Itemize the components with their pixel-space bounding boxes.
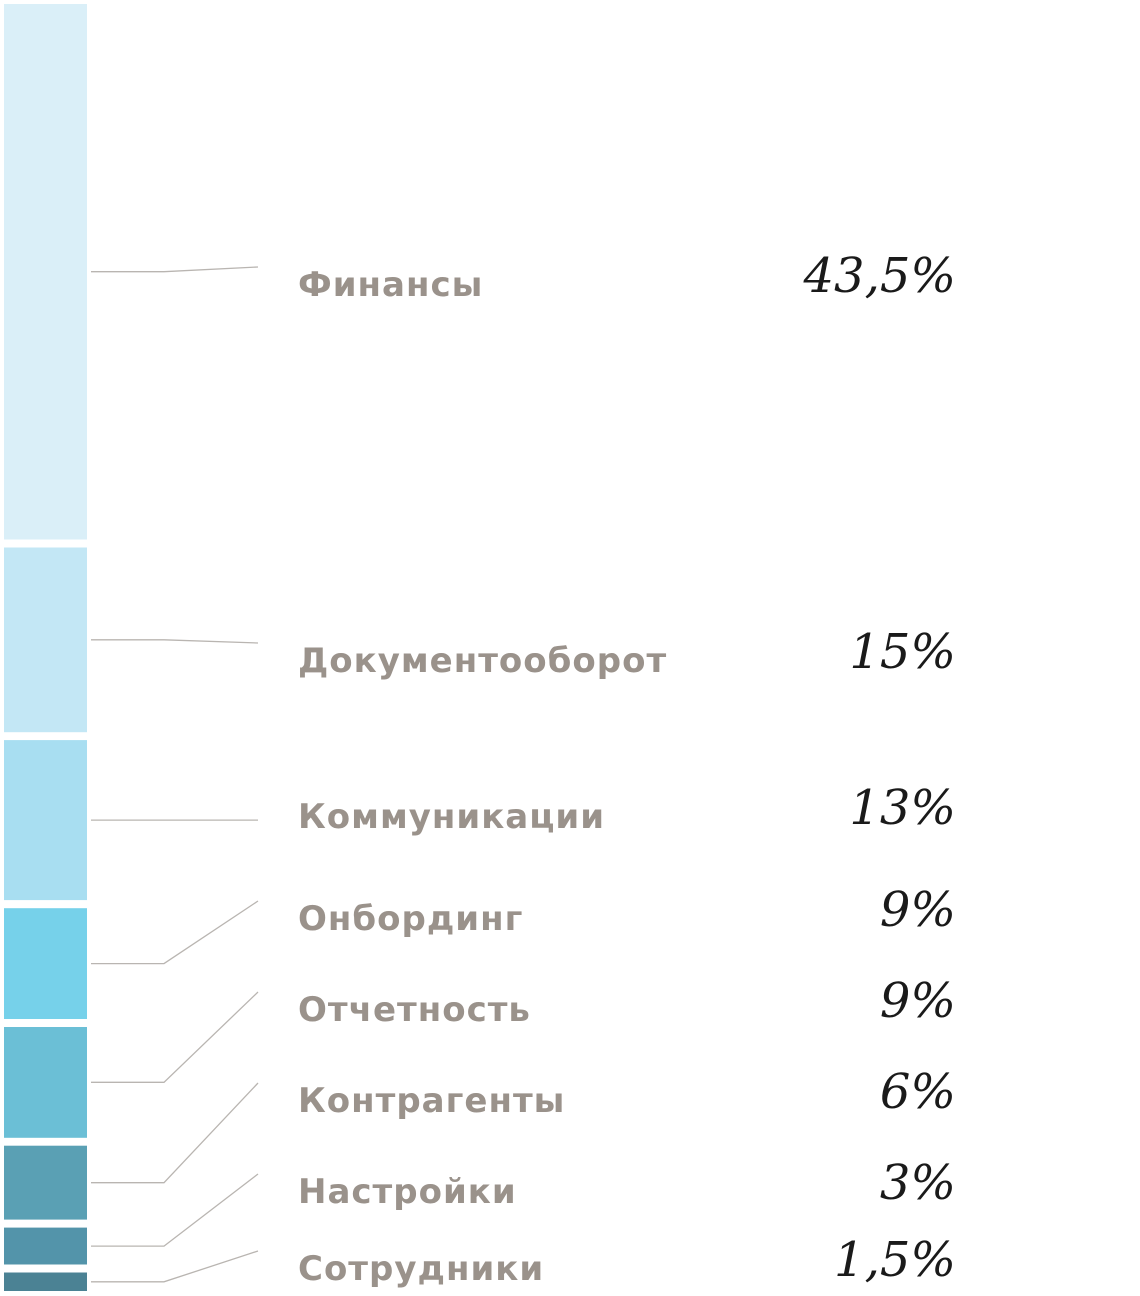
leader-line-2 [91, 639, 259, 644]
category-label: Отчетность [298, 990, 531, 1030]
value-label: 1,5% [834, 1232, 956, 1288]
leader-line-6 [91, 1082, 259, 1184]
category-label: Онбординг [298, 899, 523, 939]
bar-segment-1 [4, 4, 87, 540]
category-label: Сотрудники [298, 1249, 544, 1289]
category-label: Финансы [298, 265, 483, 305]
bar-segment-7 [4, 1227, 87, 1265]
leader-line-5 [91, 991, 259, 1083]
stacked-bar [4, 4, 87, 1291]
leader-line-4 [91, 900, 259, 965]
value-label: 9% [880, 973, 956, 1029]
leader-line-7 [91, 1173, 259, 1247]
bar-segment-8 [4, 1272, 87, 1291]
category-label: Документооборот [298, 641, 667, 681]
bar-segment-6 [4, 1145, 87, 1220]
leader-lines [91, 266, 259, 1283]
category-labels: Финансы Документооборот Коммуникации Онборд… [298, 265, 667, 1289]
value-label: 15% [849, 624, 956, 680]
category-label: Контрагенты [298, 1081, 565, 1121]
leader-line-8 [91, 1250, 259, 1283]
category-label: Настройки [298, 1172, 517, 1212]
value-label: 6% [880, 1064, 956, 1120]
value-label: 43,5% [803, 248, 956, 304]
category-label: Коммуникации [298, 797, 605, 837]
value-labels: 43,5% 15% 13% 9% 9% 6% 3% 1,5% [803, 248, 956, 1288]
bar-segment-3 [4, 740, 87, 901]
leader-line-1 [91, 266, 259, 273]
bar-segment-2 [4, 547, 87, 733]
value-label: 9% [880, 882, 956, 938]
bar-segment-5 [4, 1027, 87, 1138]
bar-segment-4 [4, 908, 87, 1019]
value-label: 13% [849, 780, 956, 836]
value-label: 3% [880, 1155, 956, 1211]
